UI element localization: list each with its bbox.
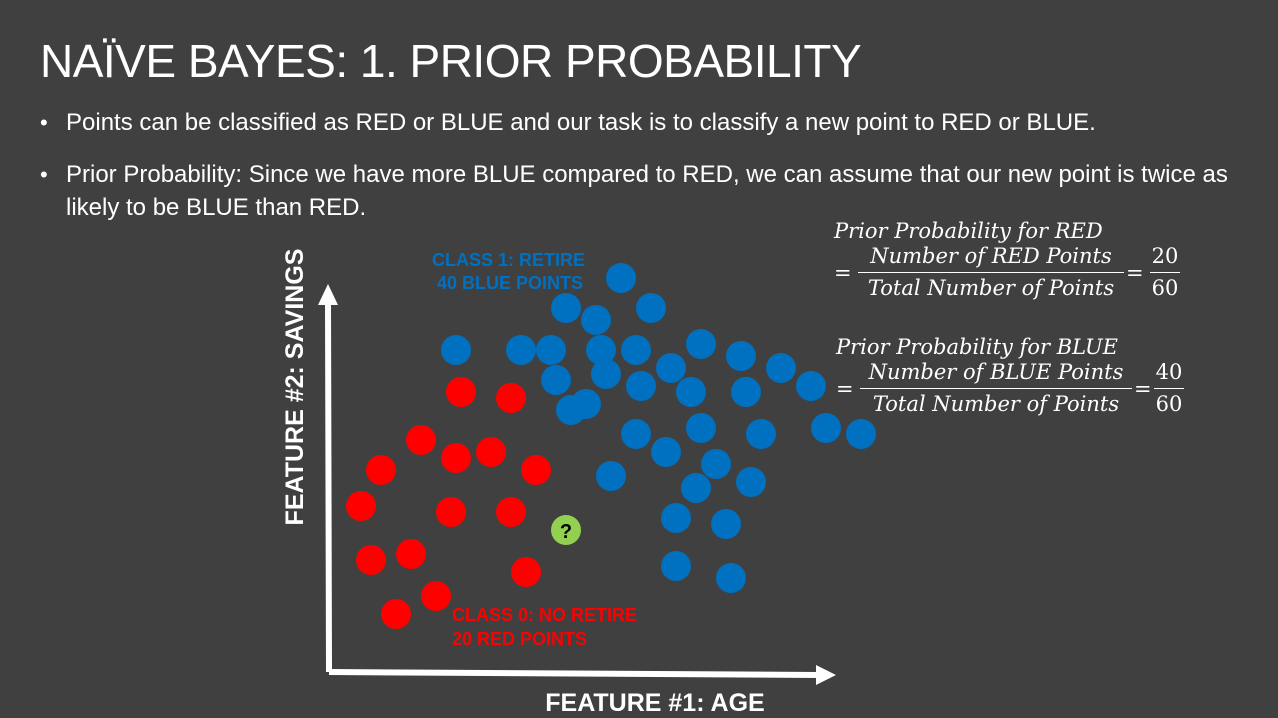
formula-red-denominator: Total Number of Points [867,276,1115,300]
blue-point [656,353,686,383]
red-point [366,455,396,485]
formula-red-heading: Prior Probability for RED [834,219,1103,243]
blue-point [591,359,621,389]
formula-red-result: 20 60 [1150,246,1180,299]
formula-red: Prior Probability for RED = Number of RE… [834,221,1194,311]
blue-point [621,419,651,449]
blue-point [556,395,586,425]
formula-blue-numerator: Number of BLUE Points [868,360,1124,384]
red-point [396,539,426,569]
blue-point [506,335,536,365]
data-points: ? [346,263,876,629]
fraction-bar [1154,388,1184,389]
y-axis-label: FEATURE #2: SAVINGS [281,249,309,526]
formula-blue-result: 40 60 [1154,362,1184,415]
formula-blue-equals-1: = [836,377,854,401]
formula-blue-equals-2: = [1134,377,1152,401]
formula-blue-fraction: Number of BLUE Points Total Number of Po… [860,362,1132,415]
blue-point [716,563,746,593]
formula-blue: Prior Probability for BLUE = Number of B… [836,337,1206,427]
blue-class-label-line-1: CLASS 1: RETIRE [432,250,585,270]
red-point [441,443,471,473]
formula-red-numerator: Number of RED Points [870,244,1112,268]
red-point [346,491,376,521]
x-axis-label: FEATURE #1: AGE [545,689,764,717]
bullet-item: Prior Probability: Since we have more BL… [40,158,1250,224]
blue-point [586,335,616,365]
red-point [476,437,506,467]
blue-point [626,371,656,401]
unknown-point-label: ? [560,521,572,543]
blue-point [651,437,681,467]
y-axis [318,284,338,673]
bullet-item: Points can be classified as RED or BLUE … [40,106,1250,139]
blue-point [661,551,691,581]
blue-point [701,449,731,479]
blue-point [681,473,711,503]
blue-point [536,335,566,365]
fraction-bar [1150,272,1180,273]
formula-blue-heading: Prior Probability for BLUE [836,335,1118,359]
blue-point [846,419,876,449]
fraction-bar [860,388,1132,389]
red-point [496,497,526,527]
x-axis-arrow-icon [816,665,836,685]
blue-point [736,467,766,497]
formula-red-fraction: Number of RED Points Total Number of Poi… [858,246,1124,299]
red-point [406,425,436,455]
bullet-list: Points can be classified as RED or BLUE … [40,106,1250,243]
formula-red-equals-2: = [1126,261,1144,285]
formula-red-result-denominator: 60 [1151,276,1179,300]
red-point [511,557,541,587]
blue-point [711,509,741,539]
blue-point [596,461,626,491]
formula-blue-denominator: Total Number of Points [872,392,1120,416]
blue-point [686,413,716,443]
blue-point [621,335,651,365]
unknown-point [551,515,581,545]
formula-blue-result-numerator: 40 [1155,360,1183,384]
x-axis [328,665,836,685]
red-point [446,377,476,407]
blue-point [811,413,841,443]
blue-point [636,293,666,323]
formula-red-equals-1: = [834,261,852,285]
red-point [381,599,411,629]
blue-class-label-line-2: 40 BLUE POINTS [437,273,583,293]
blue-point [581,305,611,335]
red-point [356,545,386,575]
blue-point [796,371,826,401]
red-point [521,455,551,485]
blue-point [726,341,756,371]
blue-point [661,503,691,533]
blue-point [686,329,716,359]
red-class-label-line-2: 20 RED POINTS [452,629,587,649]
red-class-label-line-1: CLASS 0: NO RETIRE [452,605,637,625]
red-point [496,383,526,413]
blue-point [731,377,761,407]
formula-blue-result-denominator: 60 [1155,392,1183,416]
blue-point [441,335,471,365]
red-point [436,497,466,527]
fraction-bar [858,272,1124,273]
formula-red-result-numerator: 20 [1151,244,1179,268]
blue-point [766,353,796,383]
blue-point [746,419,776,449]
slide-title: NAÏVE BAYES: 1. PRIOR PROBABILITY [40,35,862,87]
blue-point [676,377,706,407]
red-point [421,581,451,611]
blue-point [606,263,636,293]
y-axis-arrow-icon [318,284,338,305]
blue-point [541,365,571,395]
blue-point [551,293,581,323]
